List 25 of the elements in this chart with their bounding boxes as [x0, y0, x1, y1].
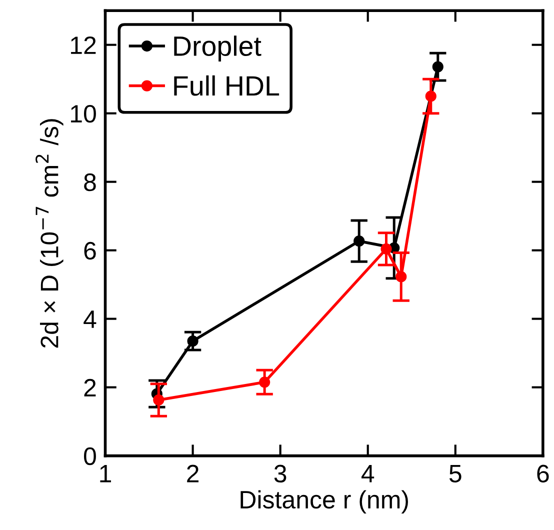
point	[153, 394, 164, 406]
x-tick-label: 1	[100, 465, 111, 482]
x-tick-label: 2	[187, 464, 198, 482]
point	[432, 61, 444, 72]
y-tick-label: 8	[84, 173, 96, 192]
point	[187, 336, 198, 347]
x-axis-title: Distance r (nm)	[240, 490, 408, 514]
y-tick-label: 0	[84, 447, 96, 466]
point	[425, 90, 436, 102]
y-axis-title: 2d × D (10$^{−7}$ cm$^{2}$ /s)	[36, 119, 64, 348]
point	[380, 243, 392, 255]
point	[354, 236, 365, 247]
y-tick-label: 12	[71, 36, 96, 54]
x-tick-label: 4	[361, 465, 374, 482]
point	[396, 271, 407, 282]
legend-label: Droplet	[174, 36, 262, 62]
y-tick-label: 6	[84, 242, 96, 260]
x-tick-label: 5	[449, 465, 462, 482]
y-tick-label: 4	[84, 310, 96, 328]
point	[259, 376, 270, 388]
y-tick-label: 2	[84, 378, 96, 396]
x-tick-label: 3	[274, 464, 286, 482]
y-tick-label: 10	[71, 104, 96, 123]
x-tick-label: 6	[537, 464, 549, 482]
legend-label: Full HDL	[174, 75, 280, 96]
